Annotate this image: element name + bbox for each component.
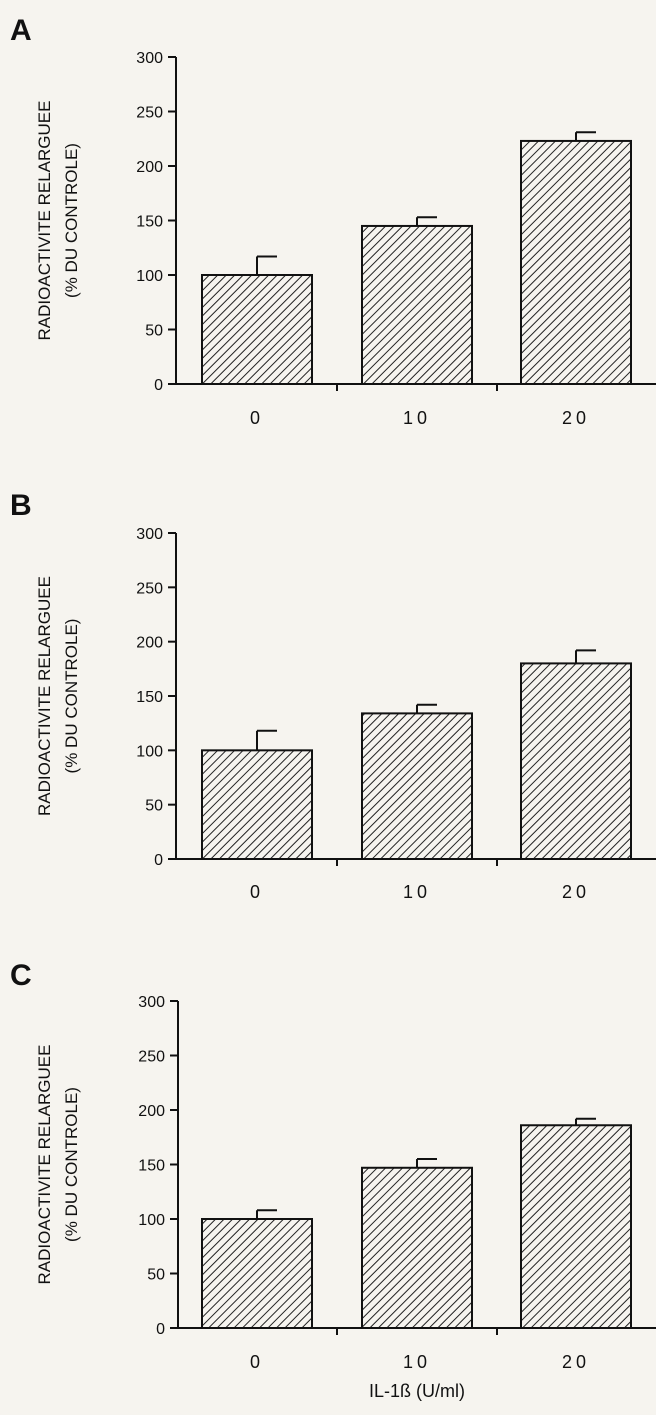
y-tick-label: 50	[145, 323, 163, 340]
y-tick-label: 0	[156, 1321, 165, 1338]
bar	[361, 1166, 473, 1330]
bar	[520, 139, 632, 385]
y-tick-label: 300	[136, 50, 163, 67]
y-tick-label: 50	[147, 1267, 165, 1284]
y-tick-label: 250	[138, 1049, 165, 1066]
y-axis-label: RADIOACTIVITE RELARGUEE	[35, 101, 54, 341]
x-tick-label: 20	[562, 408, 590, 428]
bar	[520, 662, 632, 861]
x-axis-label: IL-1ß (U/ml)	[369, 1381, 465, 1401]
x-tick-label: 20	[562, 882, 590, 902]
bar	[520, 1124, 632, 1330]
y-axis-label: RADIOACTIVITE RELARGUEE	[35, 576, 54, 816]
y-tick-label: 150	[136, 689, 163, 706]
y-tick-label: 100	[138, 1212, 165, 1229]
y-tick-label: 0	[154, 377, 163, 394]
y-tick-label: 250	[136, 580, 163, 597]
bar	[201, 749, 313, 860]
bar	[361, 712, 473, 860]
bar	[201, 274, 313, 385]
y-tick-label: 100	[136, 743, 163, 760]
y-tick-label: 0	[154, 852, 163, 869]
y-tick-label: 100	[136, 268, 163, 285]
x-tick-label: 10	[403, 408, 431, 428]
bar	[361, 224, 473, 385]
x-tick-label: 10	[403, 1352, 431, 1372]
y-tick-label: 200	[136, 635, 163, 652]
panel-label: B	[10, 489, 32, 522]
y-tick-label: 300	[136, 526, 163, 543]
y-axis-label: RADIOACTIVITE RELARGUEE	[35, 1045, 54, 1285]
y-tick-label: 150	[138, 1158, 165, 1175]
panel-label: C	[10, 959, 32, 992]
y-tick-label: 50	[145, 798, 163, 815]
x-tick-label: 20	[562, 1352, 590, 1372]
y-tick-label: 300	[138, 994, 165, 1011]
x-tick-label: 0	[250, 882, 264, 902]
y-axis-label-unit: (% DU CONTROLE)	[62, 1087, 81, 1242]
y-tick-label: 200	[138, 1103, 165, 1120]
x-tick-label: 0	[250, 1352, 264, 1372]
y-axis-label-unit: (% DU CONTROLE)	[62, 143, 81, 298]
x-tick-label: 0	[250, 408, 264, 428]
y-tick-label: 150	[136, 214, 163, 231]
y-axis-label-unit: (% DU CONTROLE)	[62, 619, 81, 774]
x-tick-label: 10	[403, 882, 431, 902]
y-tick-label: 250	[136, 105, 163, 122]
panel-label: A	[10, 14, 32, 47]
bar	[201, 1218, 313, 1329]
y-tick-label: 200	[136, 159, 163, 176]
